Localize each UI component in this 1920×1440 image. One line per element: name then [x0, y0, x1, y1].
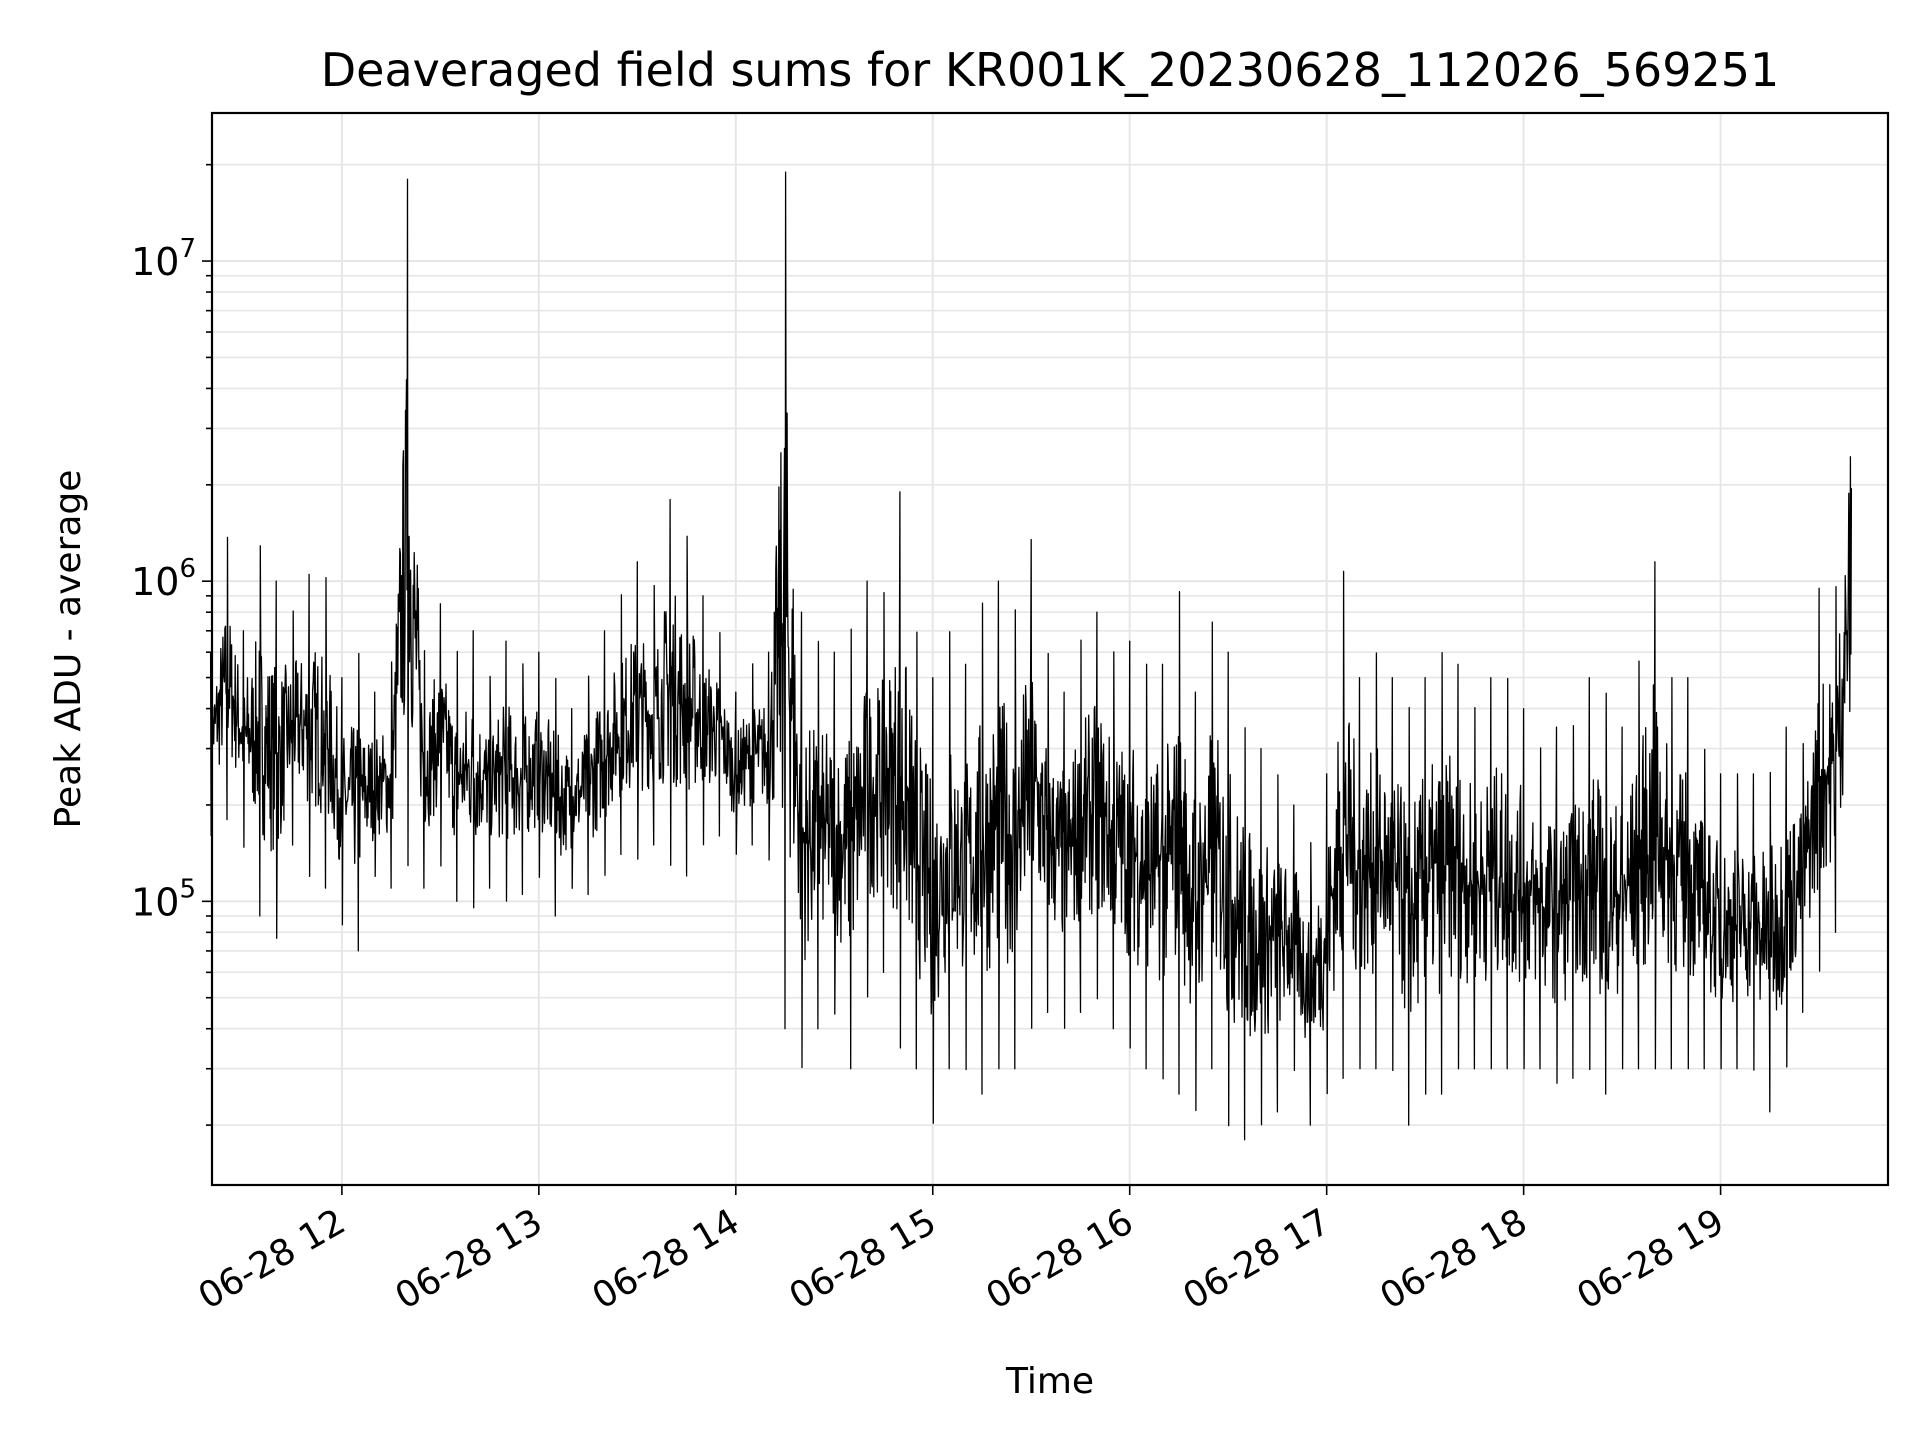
plot-area [209, 171, 1853, 1141]
y-axis-ticks: 105 106 107 [131, 163, 212, 1126]
chart-title: Deaveraged field sums for KR001K_2023062… [321, 43, 1780, 97]
y-tick-label: 107 [131, 234, 196, 284]
y-tick-label: 105 [131, 874, 196, 924]
series-line [209, 171, 1853, 1141]
y-axis-label: Peak ADU - average [48, 470, 89, 829]
plot-frame [210, 111, 1890, 1187]
x-axis-label: Time [1005, 1361, 1094, 1402]
y-tick-label: 106 [131, 554, 196, 604]
